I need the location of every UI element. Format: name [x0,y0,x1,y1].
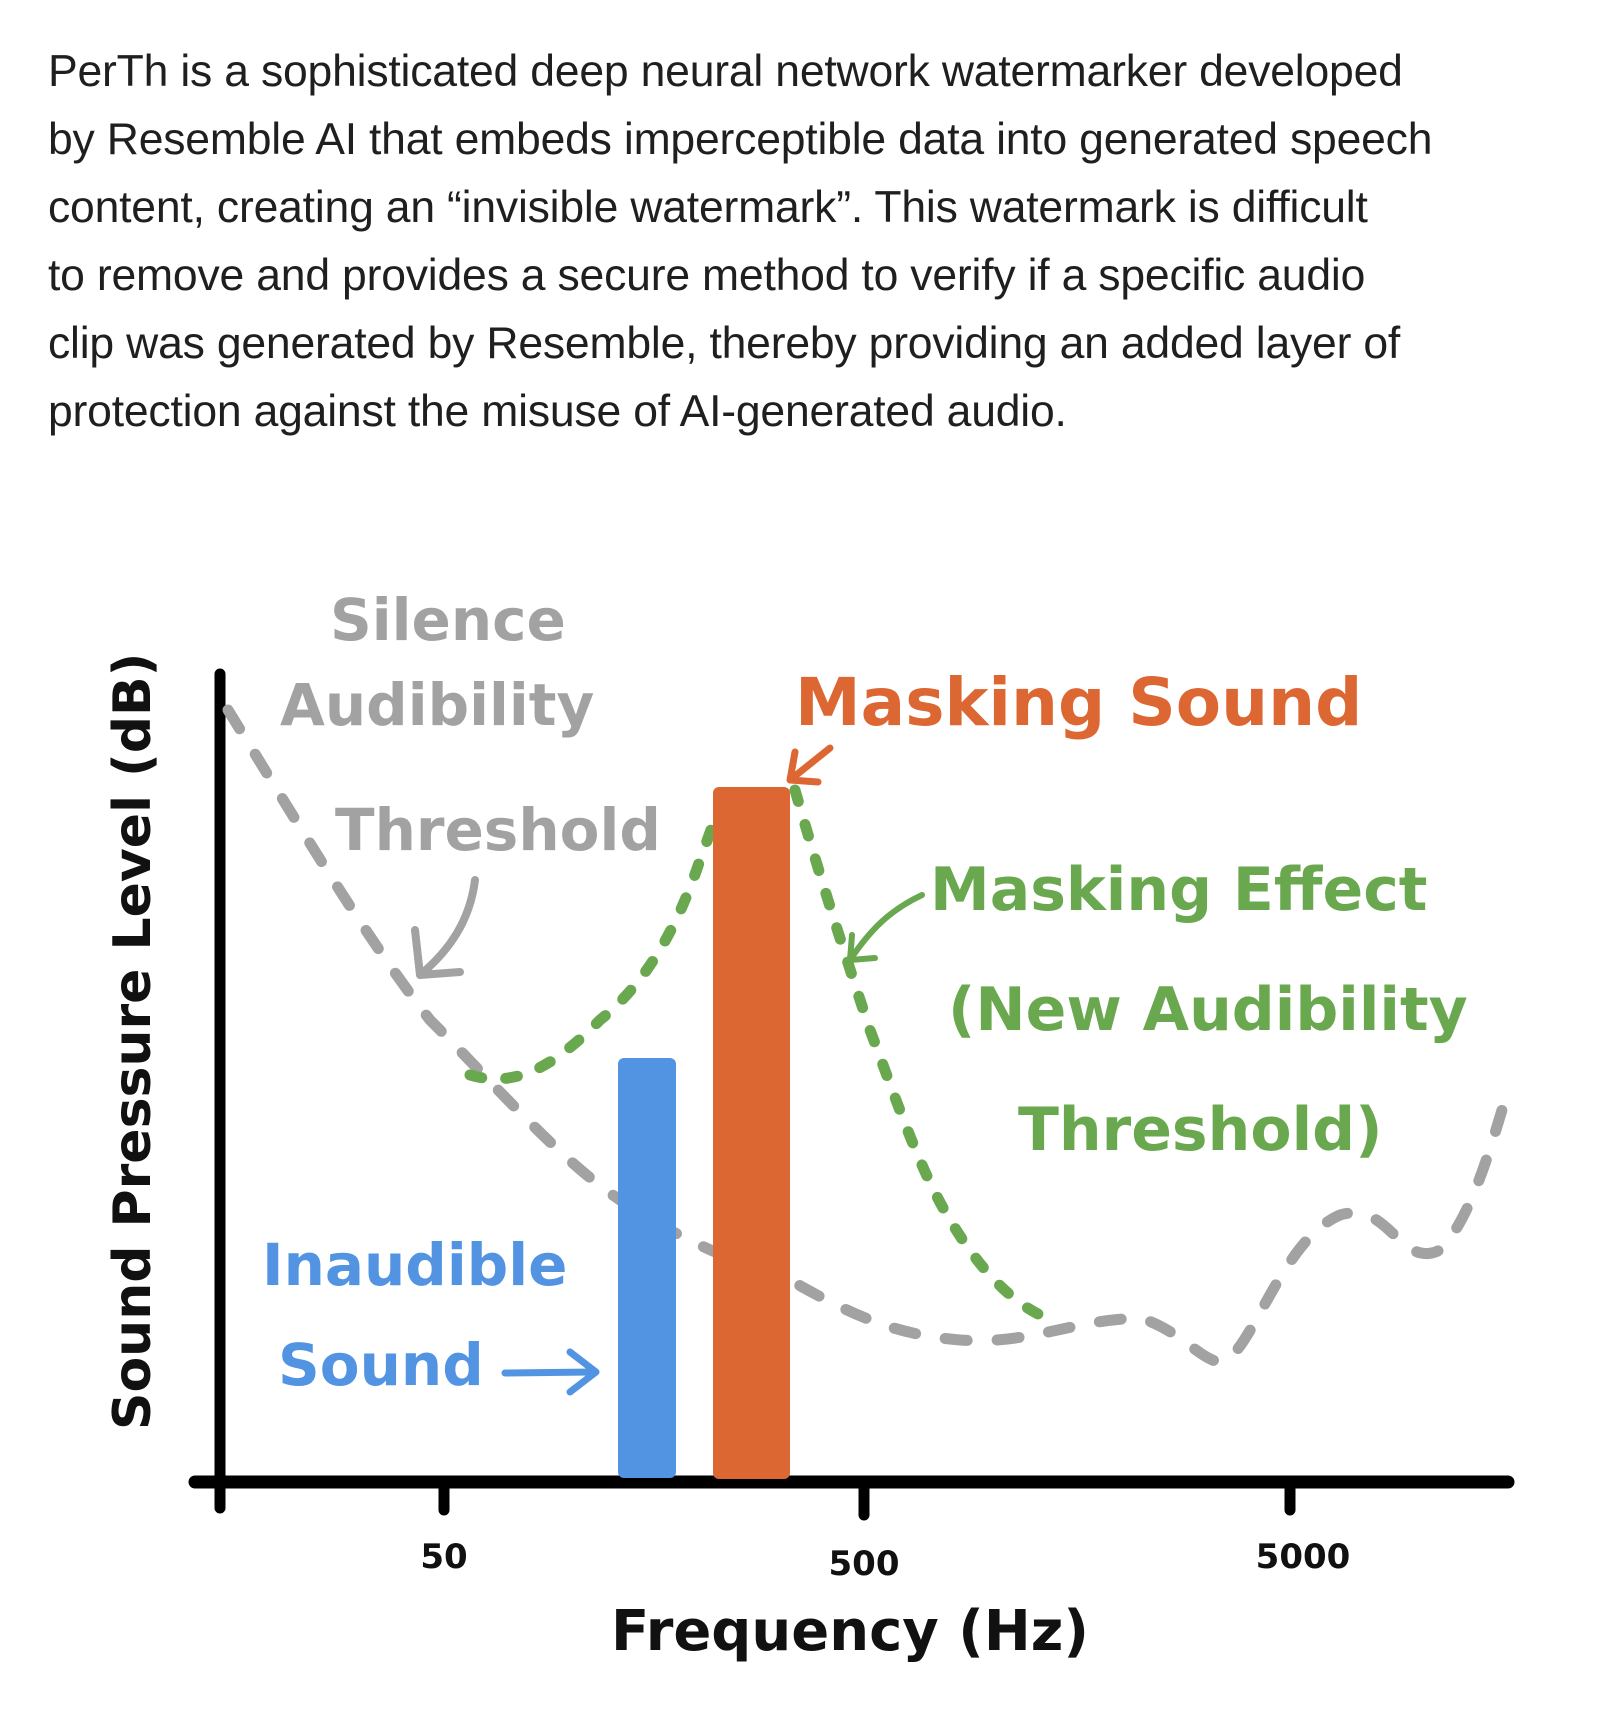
silence-label-line3: Threshold [335,796,661,864]
inaudible-arrow-icon [501,1348,600,1396]
silence-label-line2: Audibility [280,671,594,739]
masking-effect-curve [464,784,1046,1321]
paragraph-line: clip was generated by Resemble, thereby … [48,319,1401,368]
y-axis-label: Sound Pressure Level (dB) [103,653,163,1430]
paragraph-line: protection against the misuse of AI-gene… [48,387,1067,436]
masking-effect-label-line2: (New Audibility [948,975,1468,1045]
masking-effect-label-line3: Threshold) [1018,1095,1383,1165]
silence-arrow-icon [411,876,479,979]
paragraph-line: PerTh is a sophisticated deep neural net… [48,47,1403,96]
paragraph-line: by Resemble AI that embeds imperceptible… [48,115,1433,164]
x-tick-label-5000: 5000 [1256,1537,1351,1577]
masking-effect-arrow-icon [847,892,925,963]
silence-threshold-curve [222,704,1511,1368]
intro-paragraph: PerTh is a sophisticated deep neural net… [48,38,1588,446]
inaudible-label-line1: Inaudible [262,1231,567,1299]
inaudible-label-line2: Sound [278,1331,484,1399]
masking-effect-label-line1: Masking Effect [930,855,1427,925]
masking-sound-label: Masking Sound [795,664,1362,741]
x-tick-label-500: 500 [829,1544,900,1584]
masking-sound-arrow-icon [786,744,834,786]
masking-sound-bar [713,787,790,1479]
inaudible-sound-bar [618,1058,676,1478]
x-tick-label-50: 50 [420,1537,467,1577]
paragraph-line: content, creating an “invisible watermar… [48,183,1368,232]
paragraph-line: to remove and provides a secure method t… [48,251,1366,300]
x-axis-label: Frequency (Hz) [611,1599,1089,1664]
silence-label-line1: Silence [330,586,566,654]
